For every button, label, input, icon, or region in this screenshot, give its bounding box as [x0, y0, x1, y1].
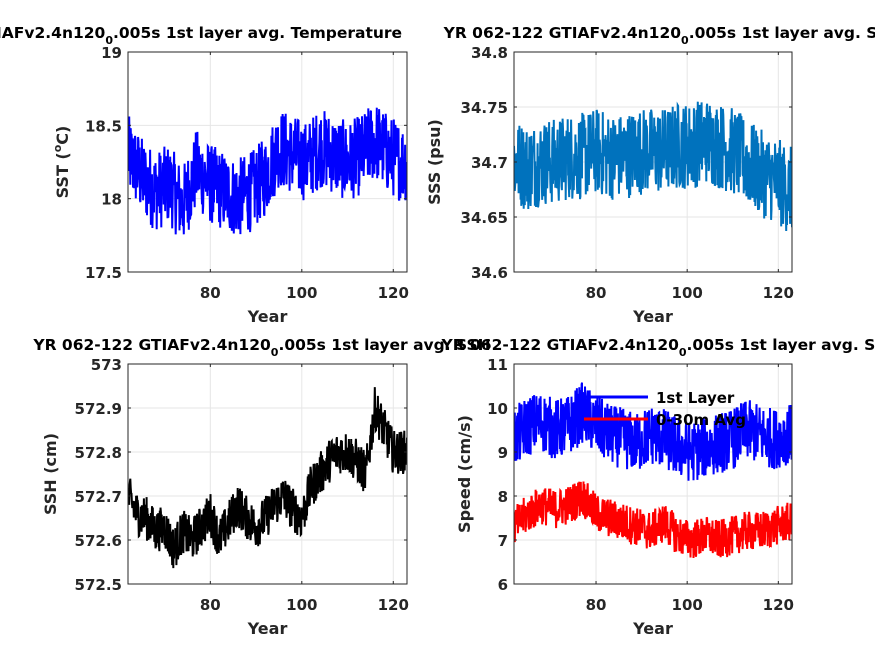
chart-panel-3: 80 100 120 572.5 572.6 572.7 572.8 572.9 573 Year… [32, 336, 490, 638]
x-tick-label: 80 [586, 284, 607, 302]
chart-title-tail: .005s 1st layer avg. SSH [278, 336, 490, 354]
y-axis-label: SST (oC) [51, 126, 72, 199]
x-axis-label: Year [632, 619, 673, 638]
y-tick-label: 34.65 [461, 209, 508, 227]
chart-title-main: YR 062-122 GTIAFv2.4n120 [32, 336, 271, 354]
series-line-1 [128, 387, 407, 569]
y-tick-label: 17.5 [85, 264, 122, 282]
x-axis-label: Year [632, 307, 673, 326]
x-tick-label: 80 [200, 596, 221, 614]
x-axis-label: Year [247, 619, 288, 638]
y-tick-label: 18 [101, 191, 122, 209]
chart-title-main: YR 062-122 GTIAFv2.4n120 [0, 24, 106, 42]
y-tick-label: 572.6 [75, 532, 122, 550]
chart-panel-1: 80 100 120 17.5 18 18.5 19 Year SST (oC) YR 062-1… [0, 24, 409, 326]
chart-title-tail: .005s 1st layer avg. Temperature [113, 24, 402, 42]
chart-title-subscript: 0 [271, 346, 279, 359]
chart-title-subscript: 0 [681, 34, 689, 47]
y-tick-label: 573 [91, 356, 122, 374]
y-tick-label: 8 [498, 488, 508, 506]
legend-label-2: 0-30m Avg [656, 411, 746, 429]
x-tick-label: 100 [286, 596, 317, 614]
y-tick-label: 10 [487, 400, 508, 418]
y-tick-label: 7 [498, 532, 508, 550]
series-line-1 [128, 107, 407, 235]
chart-panel-4: 80 100 120 6 7 8 9 10 11 Year Speed (cm/s) YR 062-1… [440, 336, 875, 638]
plot-area [514, 364, 792, 584]
x-tick-label: 80 [200, 284, 221, 302]
y-axis-label-superscript: o [51, 144, 64, 152]
y-tick-label: 18.5 [85, 117, 122, 135]
x-tick-label: 100 [286, 284, 317, 302]
y-tick-label: 19 [101, 44, 122, 62]
x-tick-label: 100 [672, 284, 703, 302]
chart-title-subscript: 0 [679, 346, 687, 359]
x-tick-label: 120 [763, 596, 794, 614]
y-axis-label: Speed (cm/s) [455, 415, 474, 533]
y-tick-label: 11 [487, 356, 508, 374]
chart-title-tail: .005s 1st layer avg. Salinity [689, 24, 875, 42]
x-tick-label: 120 [378, 284, 409, 302]
chart-title: YR 062-122 GTIAFv2.4n1200.005s 1st layer… [0, 24, 402, 47]
x-tick-label: 80 [586, 596, 607, 614]
series-line-1 [514, 382, 792, 481]
y-axis-label-unit: C) [53, 126, 72, 145]
legend: 1st Layer 0-30m Avg [584, 389, 746, 429]
y-tick-label: 34.6 [471, 264, 508, 282]
y-tick-label: 34.75 [461, 99, 508, 117]
x-tick-label: 120 [378, 596, 409, 614]
axes-box [127, 363, 408, 585]
y-tick-label: 6 [498, 576, 508, 594]
y-tick-label: 34.8 [471, 44, 508, 62]
x-tick-label: 100 [672, 596, 703, 614]
x-axis-label: Year [247, 307, 288, 326]
chart-title-main: YR 062-122 GTIAFv2.4n120 [443, 24, 682, 42]
y-tick-label: 572.8 [75, 444, 122, 462]
y-tick-label: 572.7 [75, 488, 122, 506]
chart-panel-2: 80 100 120 34.6 34.65 34.7 34.75 34.8 Year SSS (p… [425, 24, 875, 326]
y-tick-label: 34.7 [471, 154, 508, 172]
chart-title-main: YR 062-122 GTIAFv2.4n120 [440, 336, 679, 354]
series-line-2 [514, 481, 792, 559]
chart-title-subscript: 0 [105, 34, 113, 47]
series-line-1 [514, 101, 792, 232]
y-axis-label: SSH (cm) [41, 433, 60, 515]
chart-title: YR 062-122 GTIAFv2.4n1200.005s 1st layer… [440, 336, 875, 359]
y-tick-label: 572.9 [75, 400, 122, 418]
y-axis-label-main: SST ( [53, 152, 72, 198]
y-tick-label: 9 [498, 444, 508, 462]
chart-title: YR 062-122 GTIAFv2.4n1200.005s 1st layer… [32, 336, 490, 359]
x-tick-label: 120 [763, 284, 794, 302]
chart-title: YR 062-122 GTIAFv2.4n1200.005s 1st layer… [443, 24, 875, 47]
legend-label-1: 1st Layer [656, 389, 735, 407]
axes-box [127, 51, 408, 273]
chart-title-tail: .005s 1st layer avg. Speed [687, 336, 875, 354]
y-tick-label: 572.5 [75, 576, 122, 594]
axes-box [513, 363, 793, 585]
y-axis-label: SSS (psu) [425, 119, 444, 205]
